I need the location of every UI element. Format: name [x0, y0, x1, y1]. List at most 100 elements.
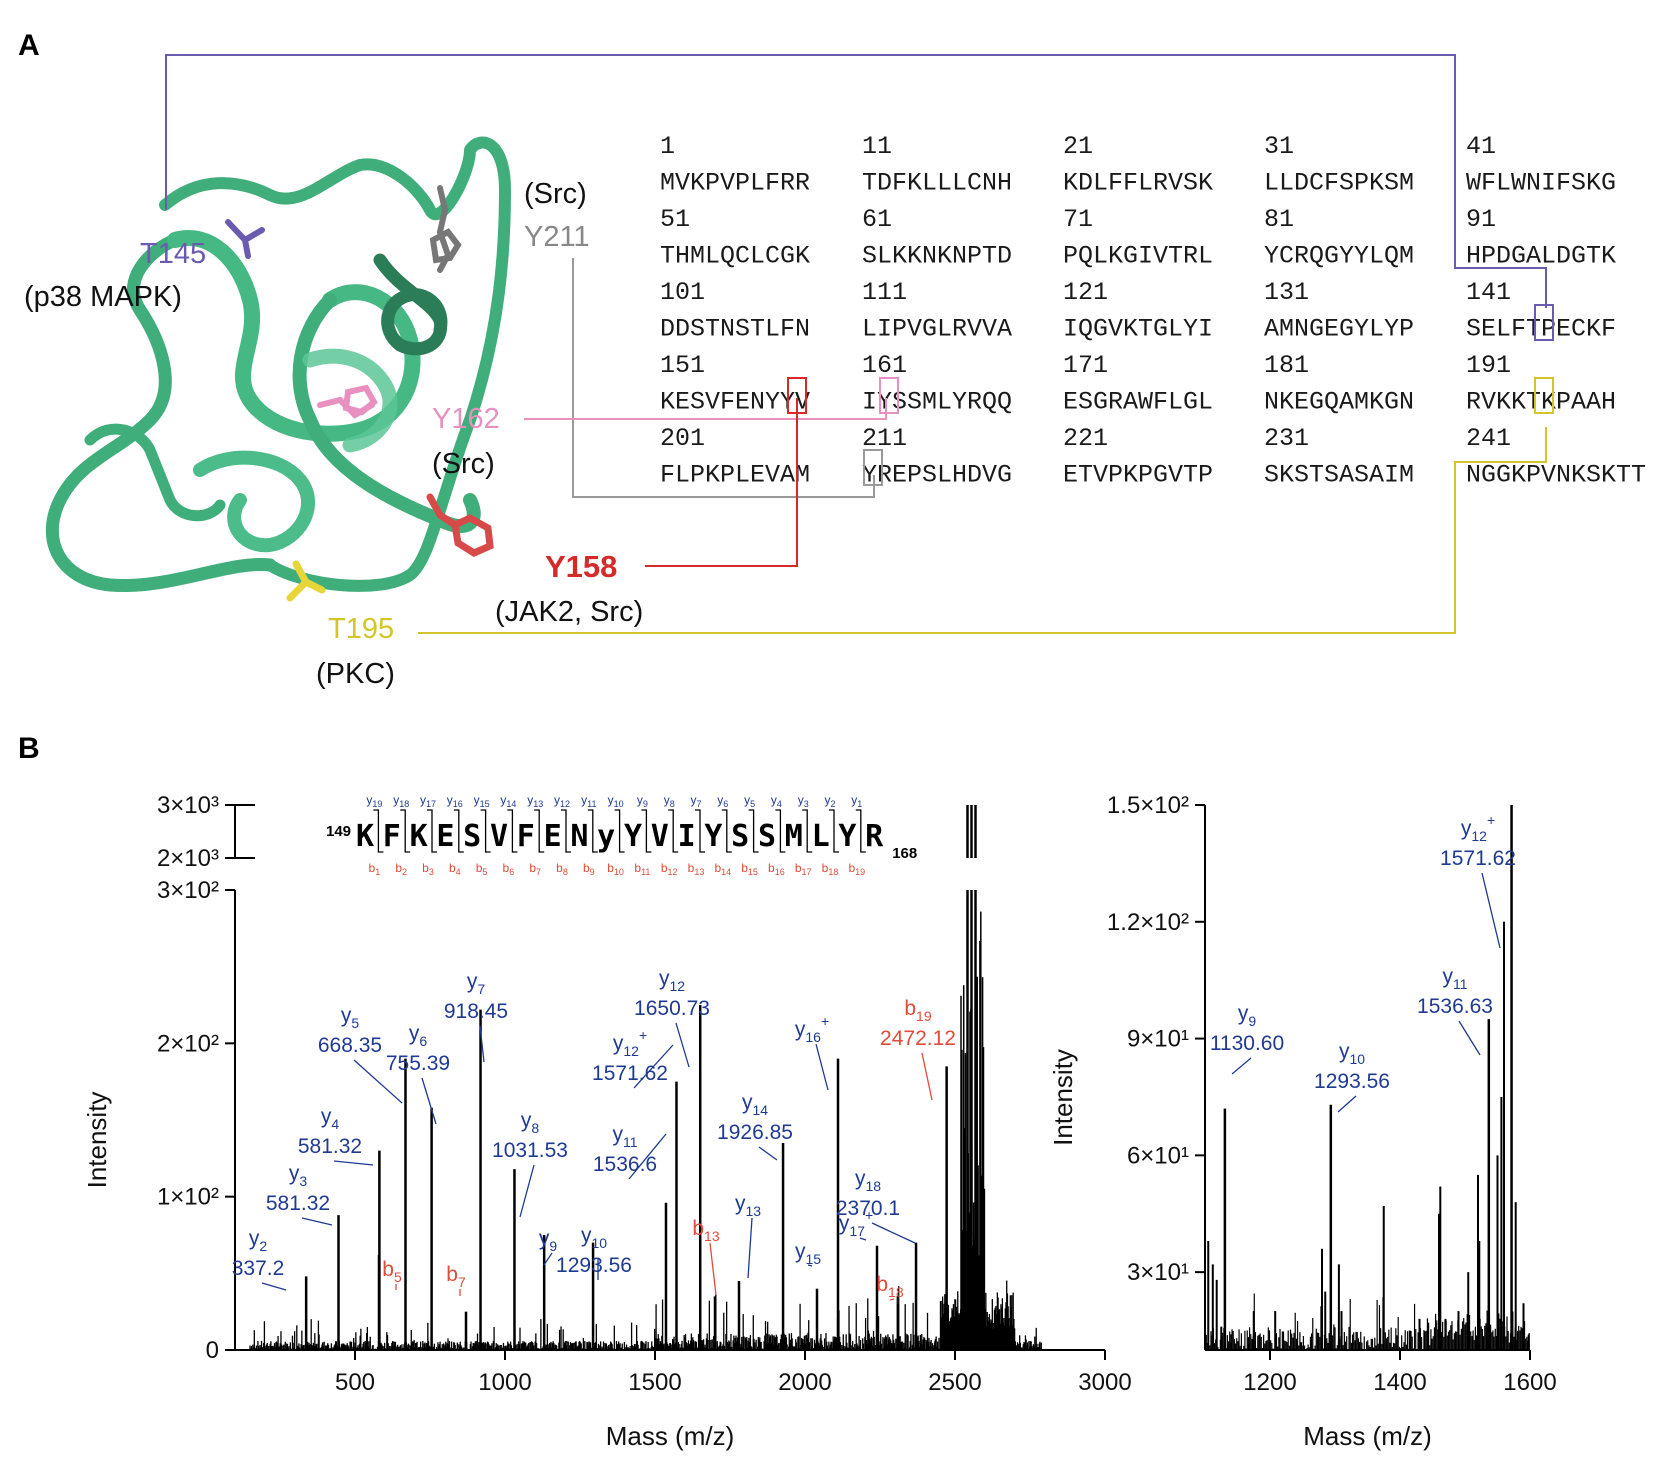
peptide-residue: E: [436, 819, 454, 854]
peak-ion-index: 7: [477, 981, 485, 997]
y-ion-label: y8: [664, 793, 675, 809]
x-tick-label: 1200: [1243, 1369, 1296, 1396]
b-ion-index: 12: [668, 867, 678, 877]
seq-block: ESGRAWFLGL: [1063, 388, 1213, 417]
peak-leader-line: [421, 1077, 437, 1125]
side-chain-t195: [286, 560, 326, 602]
peak-ion-label: y5: [341, 1004, 360, 1031]
seq-block: ETVPKPGVTP: [1063, 461, 1213, 490]
b-ion-label: b19: [848, 861, 865, 877]
peak-leader-line: [633, 1044, 674, 1089]
connector-t195: [418, 427, 1547, 634]
peak-ion-index: 15: [805, 1251, 821, 1267]
b-ion-label: b11: [634, 861, 650, 877]
b-ion-index: 2: [402, 867, 407, 877]
y-tick-label: 1.2×10²: [1107, 909, 1189, 936]
peak-leader-line: [519, 1164, 535, 1218]
peak-ion-index: 8: [531, 1120, 539, 1136]
x-tick-label: 3000: [1078, 1369, 1131, 1396]
peak-ion-label: y3: [289, 1162, 308, 1189]
spectrum-chart-full: 0 1×10² 2×10² 3×10² 2×10³ 3×10³ 500 1000 1500 200…: [82, 792, 1132, 1451]
peak-leader-line: [479, 1025, 485, 1063]
y-ion-label: y10: [608, 793, 624, 809]
peak-leader-line: [889, 1298, 895, 1301]
seq-block: MVKPVPLFRR: [660, 169, 810, 198]
peptide-residue: y: [597, 819, 615, 854]
peak-ion-label: y9: [539, 1227, 558, 1254]
peak-mass-label: 1293.56: [1314, 1070, 1390, 1093]
peak-ion-index: 9: [1248, 1013, 1256, 1029]
seq-number: 71: [1063, 205, 1093, 234]
seq-block: LIPVGLRVVA: [862, 315, 1012, 344]
side-chain-y211: [429, 185, 462, 273]
x-tick-label: 2500: [928, 1369, 981, 1396]
b-ion-label: b13: [688, 861, 705, 877]
peak-ion-index: 18: [888, 1284, 904, 1300]
peak-ion-label: y12+: [1461, 812, 1495, 844]
y-ion-label: y19: [366, 793, 382, 809]
y-ion-index: 1: [857, 799, 862, 809]
seq-block: NKEGQAMKGN: [1264, 388, 1414, 417]
fragment-cleavage-mark: [427, 809, 437, 853]
side-chain-t145: [225, 219, 265, 259]
fragment-cleavage-mark: [748, 809, 759, 853]
y-ion-index: 2: [830, 799, 835, 809]
peak-leader-line: [807, 1264, 813, 1267]
peak-mass-label: 1293.56: [556, 1254, 632, 1277]
peak-mass-label: 1571.62: [592, 1062, 668, 1085]
seq-number: 191: [1466, 351, 1511, 380]
peak-leader-line: [815, 1043, 829, 1091]
seq-number: 221: [1063, 424, 1108, 453]
seq-number: 91: [1466, 205, 1496, 234]
peak-mass-label: 581.32: [298, 1135, 362, 1158]
b-ion-index: 4: [456, 867, 461, 877]
seq-number: 241: [1466, 424, 1511, 453]
peak-mass-label: 1926.85: [717, 1121, 793, 1144]
seq-block: YCRQGYYLQM: [1264, 242, 1414, 271]
peak-ion-label: y10: [1339, 1040, 1365, 1067]
fragment-cleavage-mark: [480, 809, 491, 853]
peak-leader-line: [1337, 1095, 1357, 1113]
peak-leader-line: [747, 1217, 753, 1279]
peak-ion-label: b7: [446, 1263, 466, 1290]
site-kinase-t145: (p38 MAPK): [24, 281, 182, 313]
peptide-residue: R: [865, 819, 884, 854]
peak-ion-label: y6: [409, 1022, 428, 1049]
peak-mass-label: 337.2: [232, 1257, 285, 1280]
peak-mass-label: 1130.60: [1210, 1032, 1284, 1055]
y-ion-label: y14: [500, 793, 516, 809]
seq-number: 11: [862, 132, 892, 161]
b-ion-index: 14: [721, 867, 731, 877]
peak-mass-label: 755.39: [386, 1052, 450, 1075]
peak-leader-line: [1458, 1020, 1481, 1056]
y-ion-label: y2: [824, 793, 835, 809]
seq-block: RVKKTKPAAH: [1466, 388, 1616, 417]
y-ion-label: y6: [717, 793, 728, 809]
peak-ion-index: 5: [394, 1269, 402, 1285]
side-chain-y158: [426, 493, 494, 557]
site-label-t195: T195: [328, 613, 394, 645]
site-kinase-y162: (Src): [432, 448, 495, 480]
seq-block: WFLWNIFSKG: [1466, 169, 1616, 198]
peak-ion-index: 16: [805, 1029, 821, 1045]
y-ion-label: y15: [474, 793, 490, 809]
seq-number: 211: [862, 424, 907, 453]
peak-ion-index: 14: [752, 1102, 768, 1118]
peak-ion-charge: +: [1487, 812, 1495, 828]
peak-ion-charge: +: [821, 1013, 829, 1029]
peptide-residue: Y: [624, 819, 642, 854]
peak-leader-line: [758, 1146, 778, 1161]
peptide-residue: K: [410, 819, 428, 854]
peak-ion-label: y13: [735, 1192, 761, 1219]
y-ion-index: 6: [723, 799, 728, 809]
seq-number: 21: [1063, 132, 1093, 161]
peak-mass-label: 581.32: [266, 1192, 330, 1215]
box-t145: [1534, 304, 1554, 341]
b-ion-index: 8: [563, 867, 568, 877]
peak-leader-line: [628, 1133, 667, 1180]
seq-number: 111: [862, 278, 907, 307]
y-ion-index: 14: [506, 799, 516, 809]
seq-block: LLDCFSPKSM: [1264, 169, 1414, 198]
seq-block: NGGKPVNKSKTT: [1466, 461, 1646, 490]
